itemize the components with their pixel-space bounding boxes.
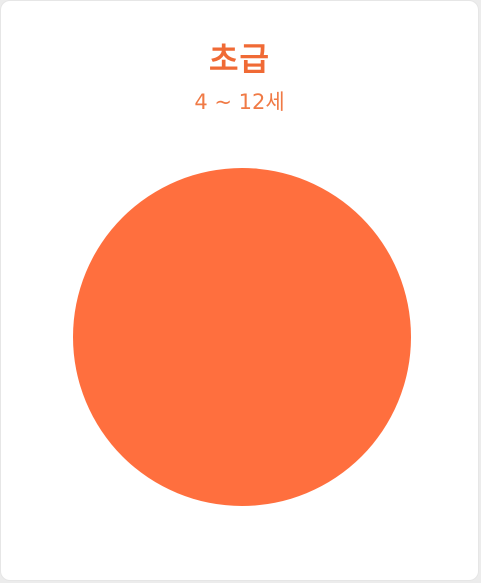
level-circle-graphic: [73, 168, 411, 506]
age-range: 4 ~ 12세: [194, 90, 285, 114]
level-title: 초급: [209, 40, 270, 78]
